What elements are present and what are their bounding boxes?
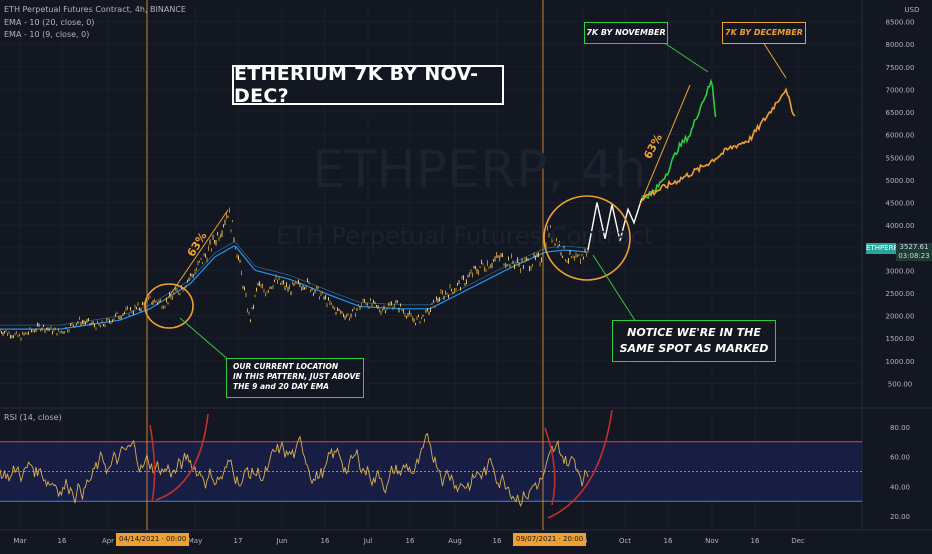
price-tick-label: 8000.00 bbox=[886, 41, 915, 49]
price-unit-label: USD bbox=[905, 6, 920, 14]
price-tick-label: 5500.00 bbox=[886, 154, 915, 162]
price-tick-label: 6000.00 bbox=[886, 132, 915, 140]
current-location-line-2: IN THIS PATTERN, JUST ABOVE bbox=[233, 372, 361, 381]
price-tick-label: 500.00 bbox=[888, 380, 913, 388]
circle-same-spot bbox=[543, 195, 631, 281]
rsi-tick-label: 40.00 bbox=[890, 483, 910, 491]
projection-green-november bbox=[641, 78, 717, 200]
price-tick-label: 2000.00 bbox=[886, 313, 915, 321]
time-tick-label: 16 bbox=[58, 537, 67, 545]
price-tick-label: 4000.00 bbox=[886, 222, 915, 230]
rsi-arc-left-up bbox=[155, 413, 209, 501]
annotation-7k-november: 7K BY NOVEMBER bbox=[584, 22, 668, 44]
symbol-legend[interactable]: ETH Perpetual Futures Contract, 4h, BINA… bbox=[4, 5, 186, 14]
pointer-november bbox=[659, 39, 709, 73]
price-tick-label: 1000.00 bbox=[886, 358, 915, 366]
current-location-line-1: OUR CURRENT LOCATION bbox=[233, 362, 339, 371]
rsi-legend[interactable]: RSI (14, close) bbox=[4, 413, 62, 422]
time-tick-label: Mar bbox=[13, 537, 26, 545]
crosshair-date-left: 04/14/2021 · 00:00 bbox=[116, 533, 190, 546]
rsi-arc-left-down bbox=[149, 424, 156, 503]
rsi-tick-label: 20.00 bbox=[890, 513, 910, 521]
pointer-same-spot bbox=[592, 254, 637, 323]
last-price-value: 3527.61 bbox=[899, 243, 929, 251]
projection-orange-december bbox=[641, 87, 796, 201]
time-tick-label: Dec bbox=[791, 537, 805, 545]
annotation-7k-december: 7K BY DECEMBER bbox=[722, 22, 806, 44]
time-tick-label: 16 bbox=[321, 537, 330, 545]
price-tick-label: 2500.00 bbox=[886, 290, 915, 298]
rsi-line bbox=[0, 432, 589, 508]
rsi-arc-right-down bbox=[544, 427, 556, 506]
current-location-line-3: THE 9 and 20 DAY EMA bbox=[233, 382, 329, 391]
price-tick-label: 7500.00 bbox=[886, 64, 915, 72]
ema9-legend[interactable]: EMA - 10 (9, close, 0) bbox=[4, 30, 90, 39]
time-tick-label: 17 bbox=[234, 537, 243, 545]
rsi-tick-label: 60.00 bbox=[890, 454, 910, 462]
projection-white-zigzag bbox=[587, 197, 643, 251]
rsi-arc-right-up bbox=[547, 409, 613, 519]
time-tick-label: May bbox=[188, 537, 202, 545]
pointer-december bbox=[762, 41, 787, 79]
time-tick-label: Oct bbox=[619, 537, 631, 545]
ema-9-line bbox=[0, 241, 589, 326]
time-tick-label: 16 bbox=[406, 537, 415, 545]
price-tick-label: 3000.00 bbox=[886, 267, 915, 275]
rsi-tick-label: 80.00 bbox=[890, 424, 910, 432]
time-tick-label: Jun bbox=[276, 537, 288, 545]
annotation-current-location: OUR CURRENT LOCATION IN THIS PATTERN, JU… bbox=[226, 358, 364, 398]
time-tick-label: 16 bbox=[493, 537, 502, 545]
circle-current-location bbox=[144, 283, 194, 329]
last-price-tag: 3527.61 03:08:23 bbox=[896, 243, 932, 261]
notice-line-1: NOTICE WE'RE IN THE bbox=[627, 326, 761, 339]
time-tick-label: Aug bbox=[448, 537, 462, 545]
ema20-legend[interactable]: EMA - 10 (20, close, 0) bbox=[4, 18, 95, 27]
gain-line-right bbox=[639, 84, 691, 206]
gain-line-left bbox=[167, 209, 229, 299]
chart-title-box: ETHERIUM 7K BY NOV-DEC? bbox=[232, 63, 504, 107]
time-tick-label: 16 bbox=[751, 537, 760, 545]
time-tick-label: Nov bbox=[705, 537, 719, 545]
annotation-notice-same-spot: NOTICE WE'RE IN THE SAME SPOT AS MARKED bbox=[612, 320, 776, 362]
price-tick-label: 7000.00 bbox=[886, 86, 915, 94]
bar-countdown: 03:08:23 bbox=[898, 252, 930, 260]
symbol-price-tag: ETHPERP bbox=[866, 243, 898, 254]
crosshair-date-right: 09/07/2021 · 20:00 bbox=[513, 533, 587, 546]
price-tick-label: 4500.00 bbox=[886, 199, 915, 207]
time-tick-label: Jul bbox=[363, 537, 373, 545]
price-tick-label: 1500.00 bbox=[886, 335, 915, 343]
time-tick-label: 16 bbox=[664, 537, 673, 545]
price-tick-label: 5000.00 bbox=[886, 177, 915, 185]
price-tick-label: 6500.00 bbox=[886, 109, 915, 117]
time-tick-label: Apr bbox=[102, 537, 114, 545]
price-tick-label: 8500.00 bbox=[886, 19, 915, 27]
notice-line-2: SAME SPOT AS MARKED bbox=[619, 342, 769, 355]
